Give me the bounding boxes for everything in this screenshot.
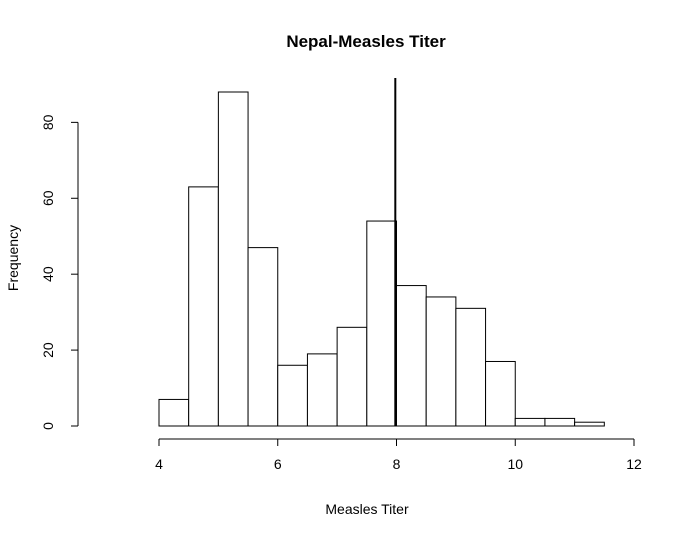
x-tick-label: 4 <box>155 456 163 472</box>
y-tick-label: 0 <box>40 422 56 430</box>
histogram-bar <box>544 417 576 427</box>
histogram-bar <box>158 398 190 427</box>
x-axis: 4 6 8 10 12 <box>155 438 642 472</box>
x-tick-label: 12 <box>626 456 642 472</box>
histogram-bar <box>277 364 308 427</box>
histogram-bar <box>485 360 516 427</box>
x-tick-label: 10 <box>507 456 523 472</box>
y-axis: 0 20 40 60 80 <box>40 114 79 430</box>
histogram-bar <box>425 296 457 427</box>
histogram-bar <box>514 417 546 427</box>
x-tick-label: 8 <box>393 456 401 472</box>
x-tick-label: 6 <box>274 456 282 472</box>
histogram-bar <box>247 247 279 427</box>
x-axis-label: Measles Titer <box>325 501 409 517</box>
histogram-bar <box>366 220 397 427</box>
histogram-bar <box>396 285 427 427</box>
histogram-bar <box>574 421 605 427</box>
y-tick-label: 80 <box>40 114 56 130</box>
histogram-bar <box>455 307 487 427</box>
histogram-bar <box>217 91 249 427</box>
histogram-bar <box>336 326 368 427</box>
chart-title: Nepal-Measles Titer <box>286 32 446 51</box>
histogram-bar <box>306 353 338 427</box>
histogram-bar <box>188 186 219 427</box>
y-axis-label: Frequency <box>5 225 21 291</box>
y-tick-label: 40 <box>40 266 56 282</box>
bars-group <box>158 91 605 427</box>
y-tick-label: 60 <box>40 190 56 206</box>
y-tick-label: 20 <box>40 342 56 358</box>
